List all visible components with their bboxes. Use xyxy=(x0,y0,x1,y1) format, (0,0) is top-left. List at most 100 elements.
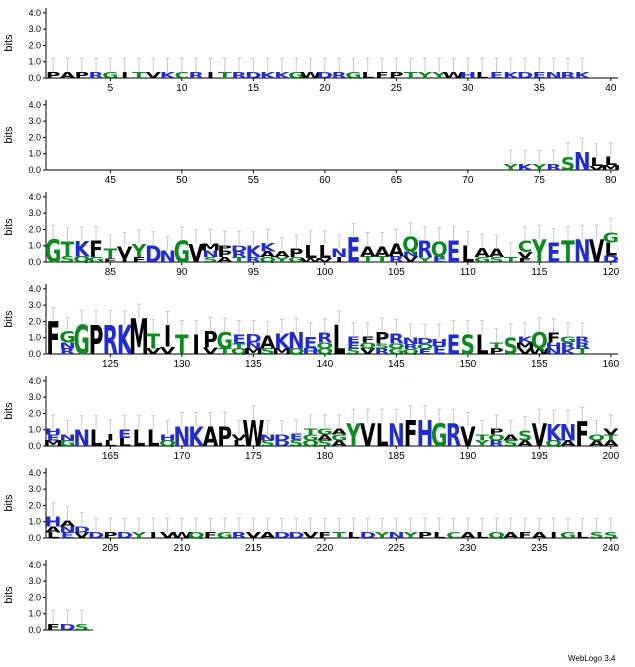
residue-T: T xyxy=(218,347,232,356)
residue-L: L xyxy=(461,241,474,267)
residue-R: R xyxy=(575,341,591,350)
residue-E: E xyxy=(432,255,446,264)
residue-N: N xyxy=(259,433,276,442)
residue-T: T xyxy=(132,71,146,80)
residue-P: P xyxy=(489,347,504,356)
residue-Y: Y xyxy=(416,256,432,264)
x-tick-label: 225 xyxy=(388,543,405,554)
logo-row-5: bits 4.0 3.0 2.0 1.0 0.0 165 170 175 180 185 190 195… xyxy=(3,376,620,462)
residue-K: K xyxy=(117,319,133,365)
residue-D: D xyxy=(274,439,291,448)
residue-P: P xyxy=(289,247,304,260)
residue-R: R xyxy=(389,332,404,348)
residue-P: P xyxy=(217,244,232,252)
y-tick-label: 3.0 xyxy=(28,300,41,310)
residue-F: F xyxy=(46,314,60,366)
residue-V: V xyxy=(160,344,176,356)
residue-I: I xyxy=(335,256,342,264)
residue-M: M xyxy=(201,241,221,253)
residue-S: S xyxy=(604,531,618,540)
residue-L: L xyxy=(233,439,246,448)
y-axis-label: bits xyxy=(3,586,15,604)
residue-R: R xyxy=(231,531,247,540)
residue-Y: Y xyxy=(531,235,547,271)
residue-A: A xyxy=(389,240,405,261)
y-axis-label: bits xyxy=(3,402,15,420)
residue-H: H xyxy=(459,71,476,80)
residue-E: E xyxy=(289,432,303,441)
residue-V: V xyxy=(460,421,476,453)
residue-S: S xyxy=(346,347,360,356)
residue-V: V xyxy=(188,240,204,269)
x-tick-label: 100 xyxy=(317,267,334,278)
residue-A: A xyxy=(360,244,376,260)
residue-Y: Y xyxy=(345,419,361,455)
y-tick-label: 1.0 xyxy=(28,57,41,67)
residue-Y: Y xyxy=(373,531,390,540)
residue-F: F xyxy=(518,531,532,540)
residue-L: L xyxy=(576,531,589,540)
residue-G: G xyxy=(560,531,576,540)
y-axis-label: bits xyxy=(3,310,15,328)
residue-E: E xyxy=(61,531,75,540)
y-tick-label: 2.0 xyxy=(28,224,41,234)
x-tick-label: 35 xyxy=(534,83,546,94)
residue-M: M xyxy=(272,347,292,356)
residue-F: F xyxy=(375,71,389,80)
residue-L: L xyxy=(333,319,346,365)
x-tick-label: 80 xyxy=(605,175,617,186)
residue-C: C xyxy=(446,531,461,540)
residue-R: R xyxy=(575,335,591,344)
residue-V: V xyxy=(231,433,247,442)
residue-N: N xyxy=(159,248,176,266)
y-tick-label: 0.0 xyxy=(28,73,41,83)
residue-V: V xyxy=(532,419,548,455)
residue-N: N xyxy=(574,148,591,177)
residue-E: E xyxy=(432,344,446,357)
y-axis-label: bits xyxy=(3,126,15,144)
residue-K: K xyxy=(260,241,277,254)
residue-P: P xyxy=(46,71,61,80)
residue-E: E xyxy=(547,237,561,269)
residue-L: L xyxy=(476,329,489,361)
residue-D: D xyxy=(317,71,334,80)
y-tick-label: 4.0 xyxy=(28,560,41,570)
x-tick-label: 135 xyxy=(245,359,262,370)
residue-D: D xyxy=(231,244,248,253)
y-tick-label: 2.0 xyxy=(28,592,41,602)
residue-D: D xyxy=(59,623,76,632)
residue-I: I xyxy=(121,71,128,80)
residue-A: A xyxy=(489,247,505,260)
residue-F: F xyxy=(575,416,589,455)
x-tick-label: 130 xyxy=(174,359,191,370)
residue-W: W xyxy=(300,71,322,80)
x-tick-label: 15 xyxy=(248,83,260,94)
residue-A: A xyxy=(260,531,276,540)
x-tick-label: 75 xyxy=(534,175,546,186)
residue-Q: Q xyxy=(359,341,376,350)
residue-E: E xyxy=(46,433,60,442)
residue-G: G xyxy=(302,433,318,442)
residue-R: R xyxy=(103,319,118,365)
residue-A: A xyxy=(503,531,519,540)
residue-M: M xyxy=(43,439,63,448)
residue-D: D xyxy=(517,71,534,80)
residue-D: D xyxy=(417,337,434,346)
residue-G: G xyxy=(603,231,619,247)
residue-W: W xyxy=(171,531,193,540)
residue-F: F xyxy=(318,531,332,540)
residue-P: P xyxy=(418,531,433,540)
residue-W: W xyxy=(300,257,322,263)
residue-T: T xyxy=(61,237,75,261)
residue-E: E xyxy=(347,232,361,271)
residue-L: L xyxy=(433,531,446,540)
residue-L: L xyxy=(90,425,103,451)
residue-I: I xyxy=(550,531,557,540)
residue-Q: Q xyxy=(259,256,276,264)
residue-M: M xyxy=(601,164,621,172)
residue-L: L xyxy=(476,531,489,540)
residue-W: W xyxy=(443,71,465,80)
residue-D: D xyxy=(274,433,291,442)
x-tick-label: 195 xyxy=(531,451,548,462)
residue-V: V xyxy=(117,244,133,262)
